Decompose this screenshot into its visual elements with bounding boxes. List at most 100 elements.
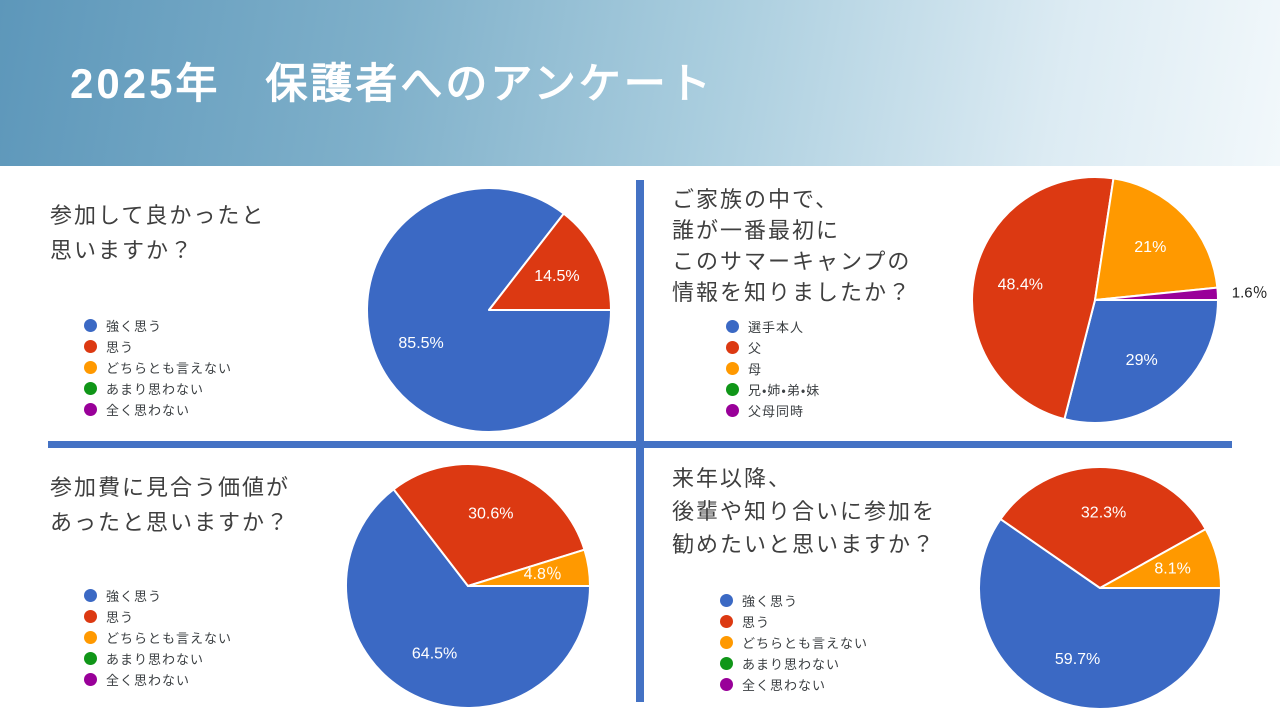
- legend-label: あまり思わない: [742, 657, 841, 672]
- legend-label: 選手本人: [748, 320, 805, 335]
- legend-label: どちらとも言えない: [742, 636, 869, 651]
- legend-item: あまり思わない: [84, 648, 232, 669]
- legend-item: 強く思う: [720, 590, 868, 611]
- pie-slice: [999, 466, 1207, 589]
- pie-slice: [345, 488, 591, 710]
- pie-chart: 64.5% 30.6% 4.8％: [345, 463, 591, 710]
- legend-swatch-icon: [726, 383, 739, 396]
- question-text: 参加して良かったと 思いますか？: [50, 198, 265, 268]
- legend-swatch-icon: [84, 361, 97, 374]
- legend-item: どちらとも言えない: [84, 357, 232, 378]
- legend-label: 母: [748, 362, 763, 377]
- legend-label: 全く思わない: [106, 403, 191, 418]
- question-line: 情報を知りましたか？: [672, 280, 913, 305]
- slice-data-label: 29%: [1126, 352, 1158, 369]
- pie-slice: [1099, 528, 1222, 589]
- slice-data-label: 85.5%: [398, 335, 443, 352]
- slice-data-label: 32.3%: [1081, 505, 1126, 522]
- legend-label: 思う: [106, 610, 135, 625]
- legend-swatch-icon: [84, 382, 97, 395]
- legend-swatch-icon: [726, 362, 739, 375]
- slice-data-label: 8.1%: [1154, 561, 1190, 578]
- question-line: 参加費に見合う価値が: [50, 475, 291, 500]
- legend-label: どちらとも言えない: [106, 631, 233, 646]
- legend-item: どちらとも言えない: [84, 627, 232, 648]
- legend-label: 父: [748, 341, 763, 356]
- legend-label: どちらとも言えない: [106, 361, 233, 376]
- pie-slice: [1094, 177, 1219, 301]
- question-text: 来年以降、後輩や知り合いに参加を 勧めたいと思いますか？: [672, 462, 936, 561]
- legend-swatch-icon: [726, 320, 739, 333]
- legend-item: 選手本人: [726, 316, 820, 337]
- legend-label: あまり思わない: [106, 652, 205, 667]
- legend-item: 全く思わない: [84, 399, 232, 420]
- chart-legend: 強く思う思うどちらとも言えない あまり思わない 全く思わない: [720, 590, 868, 695]
- legend-item: 母: [726, 358, 820, 379]
- legend-item: 思う: [84, 606, 232, 627]
- legend-label: あまり思わない: [106, 382, 205, 397]
- legend-label: 強く思う: [106, 589, 163, 604]
- chart-legend: 強く思う思うどちらとも言えない あまり思わない 全く思わない: [84, 315, 232, 420]
- legend-swatch-icon: [720, 594, 733, 607]
- legend-swatch-icon: [84, 340, 97, 353]
- pie-slice: [392, 463, 586, 587]
- legend-swatch-icon: [84, 589, 97, 602]
- question-line: 誰が一番最初に: [672, 218, 841, 243]
- question-line: 後輩や知り合いに参加を: [672, 499, 937, 524]
- legend-swatch-icon: [720, 615, 733, 628]
- legend-swatch-icon: [84, 610, 97, 623]
- question-line: ご家族の中で、: [672, 187, 840, 212]
- question-text: ご家族の中で、 誰が一番最初にこのサマーキャンプの 情報を知りましたか？: [672, 184, 912, 308]
- question-line: 勧めたいと思いますか？: [672, 532, 937, 557]
- pie-slice: [978, 518, 1222, 711]
- legend-label: 全く思わない: [742, 678, 827, 693]
- horizontal-divider: [48, 441, 1232, 448]
- legend-item: 全く思わない: [84, 669, 232, 690]
- legend-item: どちらとも言えない: [720, 632, 868, 653]
- question-line: あったと思いますか？: [50, 510, 291, 535]
- legend-item: 思う: [720, 611, 868, 632]
- pie-slice: [1094, 286, 1219, 301]
- legend-swatch-icon: [84, 631, 97, 644]
- legend-item: 全く思わない: [720, 674, 868, 695]
- legend-item: 思う: [84, 336, 232, 357]
- legend-swatch-icon: [84, 652, 97, 665]
- legend-item: 父母同時: [726, 400, 820, 421]
- legend-item: あまり思わない: [720, 653, 868, 674]
- legend-label: 強く思う: [742, 594, 799, 609]
- slice-data-label: 21%: [1134, 239, 1166, 256]
- legend-item: 強く思う: [84, 585, 232, 606]
- pie-chart: 85.5% 14.5%: [366, 187, 612, 434]
- chart-legend: 強く思う思うどちらとも言えない あまり思わない全く思わない: [84, 585, 232, 690]
- pie-chart: 59.7% 32.3% 8.1%: [978, 466, 1222, 711]
- pie-chart: 29% 48.4% 21% 1.6％: [971, 176, 1268, 424]
- legend-label: 父母同時: [748, 404, 805, 419]
- pie-slice: [467, 548, 591, 587]
- question-line: 参加して良かったと: [50, 203, 266, 228]
- question-line: 思いますか？: [50, 238, 195, 263]
- slide-title: 2025年 保護者へのアンケート: [70, 60, 714, 107]
- question-text: 参加費に見合う価値が あったと思いますか？: [50, 470, 290, 540]
- slice-data-label: 48.4%: [998, 276, 1043, 293]
- slice-data-label: 59.7%: [1055, 651, 1100, 668]
- chart-legend: 選手本人父母兄・姉・弟・妹 父母同時: [726, 316, 820, 421]
- legend-item: 強く思う: [84, 315, 232, 336]
- legend-item: 兄・姉・弟・妹: [726, 379, 820, 400]
- slice-data-label: 64.5%: [412, 645, 457, 662]
- pie-slice: [971, 176, 1115, 421]
- legend-swatch-icon: [84, 319, 97, 332]
- legend-swatch-icon: [720, 657, 733, 670]
- question-line: 来年以降、: [672, 466, 793, 491]
- legend-label: 強く思う: [106, 319, 163, 334]
- slice-data-label: 14.5%: [534, 268, 579, 285]
- pie-slice: [488, 212, 612, 311]
- legend-item: 父: [726, 337, 820, 358]
- legend-label: 思う: [742, 615, 771, 630]
- pie-slice: [1063, 299, 1219, 424]
- legend-swatch-icon: [726, 341, 739, 354]
- legend-swatch-icon: [720, 636, 733, 649]
- legend-swatch-icon: [726, 404, 739, 417]
- question-line: このサマーキャンプの: [672, 249, 912, 274]
- legend-label: 兄・姉・弟・妹: [748, 383, 821, 398]
